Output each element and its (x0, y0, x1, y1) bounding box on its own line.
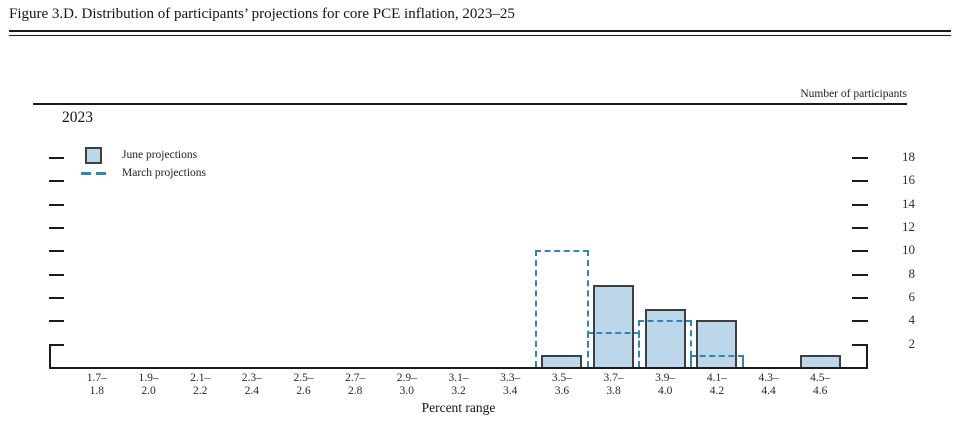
x-category-label: 3.5– 3.6 (551, 372, 572, 397)
x-category-label: 1.9– 2.0 (138, 372, 159, 397)
legend-label-march: March projections (122, 167, 206, 179)
x-category-label: 3.9– 4.0 (655, 372, 676, 397)
x-category-label: 2.5– 2.6 (293, 372, 314, 397)
y-tick-right (852, 180, 868, 183)
legend-row-june: June projections (80, 146, 206, 164)
march-dashed-line-icon (80, 171, 106, 175)
axis-wall-left (49, 343, 51, 367)
y-tick-label: 16 (902, 172, 915, 188)
legend-icon-cell (80, 171, 106, 175)
march-projection-outline (690, 355, 744, 367)
y-tick-right (852, 226, 868, 229)
y-tick-right (852, 296, 868, 299)
x-category-label: 4.5– 4.6 (810, 372, 831, 397)
y-tick-left (49, 343, 64, 346)
legend-label-june: June projections (122, 149, 198, 161)
y-tick-label: 8 (908, 265, 916, 281)
axis-wall-right (866, 343, 868, 367)
june-projection-bar (593, 285, 634, 367)
june-projection-bar (541, 355, 583, 367)
y-tick-left (49, 226, 64, 229)
y-tick-right (852, 156, 868, 159)
legend-icon-cell (80, 146, 106, 164)
june-bar-swatch-icon (84, 146, 102, 164)
x-category-label: 4.1– 4.2 (706, 372, 727, 397)
march-projection-outline (535, 250, 589, 367)
y-tick-left (49, 156, 64, 159)
figure-title: Figure 3.D. Distribution of participants… (9, 6, 515, 22)
x-category-label: 4.3– 4.4 (758, 372, 779, 397)
panel-year-label: 2023 (62, 109, 93, 126)
march-projection-outline (638, 320, 692, 367)
y-tick-left (49, 273, 64, 276)
june-projection-bar (644, 308, 686, 367)
x-category-label: 2.7– 2.8 (345, 372, 366, 397)
title-double-rule (9, 30, 951, 36)
y-tick-right (852, 343, 868, 346)
y-tick-right (852, 203, 868, 206)
x-category-label: 1.7– 1.8 (86, 372, 107, 397)
plot-area (49, 104, 868, 369)
x-category-label: 2.9– 3.0 (396, 372, 417, 397)
right-axis-title: Number of participants (800, 88, 907, 100)
y-tick-label: 6 (908, 288, 916, 304)
y-tick-label: 2 (908, 335, 916, 351)
y-tick-right (852, 273, 868, 276)
y-tick-label: 4 (908, 312, 916, 328)
x-category-label: 2.3– 2.4 (241, 372, 262, 397)
y-tick-label: 18 (902, 148, 915, 164)
x-axis-category-labels: 1.7– 1.8 1.9– 2.0 2.1– 2.2 2.3– 2.4 2.5– 2.6 2.7– 2… (71, 372, 846, 397)
june-projection-bar (799, 355, 841, 367)
legend-row-march: March projections (80, 165, 206, 181)
y-tick-label: 10 (902, 242, 915, 258)
y-tick-right (852, 320, 868, 323)
y-tick-left (49, 320, 64, 323)
y-tick-right (852, 250, 868, 253)
march-projection-outline (586, 332, 641, 367)
y-tick-left (49, 180, 64, 183)
y-tick-left (49, 296, 64, 299)
x-category-label: 3.3– 3.4 (500, 372, 521, 397)
y-tick-left (49, 250, 64, 253)
x-category-label: 3.1– 3.2 (448, 372, 469, 397)
y-tick-left (49, 203, 64, 206)
x-category-label: 3.7– 3.8 (603, 372, 624, 397)
x-category-label: 2.1– 2.2 (190, 372, 211, 397)
x-axis-title: Percent range (421, 400, 496, 415)
june-projection-bar (696, 320, 738, 367)
legend: June projections March projections (80, 146, 206, 183)
y-tick-label: 12 (902, 218, 915, 234)
y-tick-label: 14 (902, 195, 915, 211)
chart-top-rule (33, 103, 907, 105)
